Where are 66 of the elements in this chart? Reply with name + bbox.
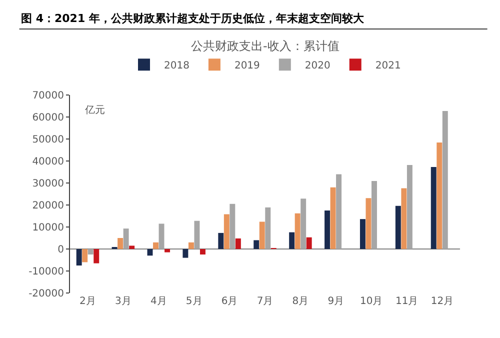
y-tick-label: 60000 xyxy=(32,112,64,124)
y-tick-label: -20000 xyxy=(28,288,64,300)
bar xyxy=(88,249,94,254)
y-axis-title: 亿元 xyxy=(84,105,105,116)
bar xyxy=(265,207,271,249)
x-tick-label: 4月 xyxy=(150,296,167,307)
bar xyxy=(182,249,188,258)
bar xyxy=(82,249,88,262)
y-tick-label: 30000 xyxy=(32,178,64,190)
x-tick-label: 6月 xyxy=(221,296,238,307)
bar xyxy=(372,181,377,249)
bar xyxy=(294,213,300,249)
x-tick-label: 9月 xyxy=(328,296,344,307)
legend-label: 2019 xyxy=(234,60,260,72)
bar xyxy=(259,222,265,249)
legend-label: 2018 xyxy=(164,60,190,72)
chart-subtitle: 公共财政支出-收入：累计值 xyxy=(191,39,340,53)
y-tick-label: -10000 xyxy=(28,266,64,278)
bar xyxy=(401,188,407,249)
bar xyxy=(330,187,336,249)
bar xyxy=(230,204,236,249)
bar xyxy=(289,232,295,249)
x-tick-label: 10月 xyxy=(360,296,383,307)
x-tick-label: 2月 xyxy=(80,296,96,307)
bar xyxy=(218,232,224,249)
bar xyxy=(147,249,153,256)
y-tick-label: 0 xyxy=(58,244,64,256)
bar xyxy=(324,210,330,249)
bar xyxy=(235,238,241,249)
bar xyxy=(430,166,436,249)
bar xyxy=(164,249,170,252)
legend-label: 2020 xyxy=(304,60,330,72)
bar xyxy=(300,198,306,249)
bar xyxy=(200,249,206,254)
y-tick-label: 40000 xyxy=(32,156,64,168)
chart-title: 图 4：2021 年，公共财政累计超支处于历史低位，年末超支空间较大 xyxy=(21,12,365,25)
x-tick-label: 12月 xyxy=(430,296,454,307)
bar xyxy=(158,224,164,249)
y-tick-label: 20000 xyxy=(32,200,64,212)
bar xyxy=(360,219,366,249)
bar xyxy=(118,238,124,249)
x-tick-label: 5月 xyxy=(186,296,202,307)
bar xyxy=(224,214,230,249)
bar xyxy=(306,237,312,249)
bar xyxy=(395,206,401,249)
bar xyxy=(194,220,200,249)
bar xyxy=(436,142,442,249)
bar xyxy=(123,228,129,249)
bar xyxy=(94,249,100,264)
y-tick-label: 70000 xyxy=(32,90,64,102)
bar xyxy=(129,246,135,249)
bar xyxy=(442,111,448,249)
bar xyxy=(366,198,372,249)
x-tick-label: 3月 xyxy=(114,296,132,307)
bar xyxy=(188,242,194,249)
x-tick-label: 11月 xyxy=(395,296,418,307)
bar xyxy=(254,240,260,249)
bar xyxy=(406,164,412,249)
bar xyxy=(76,249,82,266)
x-tick-label: 8月 xyxy=(292,296,309,307)
bar xyxy=(336,174,342,249)
y-tick-label: 50000 xyxy=(32,134,64,146)
x-tick-label: 7月 xyxy=(256,296,274,307)
legend-label: 2021 xyxy=(375,60,401,72)
y-tick-label: 10000 xyxy=(32,222,64,234)
bar xyxy=(153,242,158,249)
